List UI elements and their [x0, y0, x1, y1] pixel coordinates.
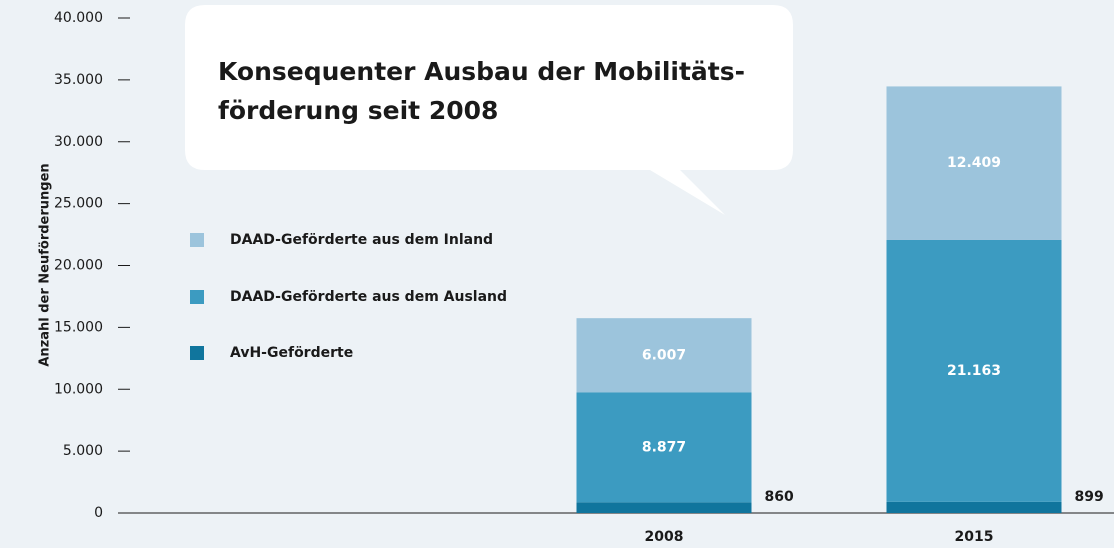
y-tick-label: 35.000 — [54, 72, 103, 88]
legend-label: DAAD-Geförderte aus dem Inland — [230, 232, 493, 248]
chart-title: Konsequenter Ausbau der Mobilitäts- — [218, 57, 745, 86]
legend-swatch — [190, 346, 204, 360]
y-tick-label: 10.000 — [54, 381, 103, 397]
y-axis-label: Anzahl der Neuförderungen — [38, 163, 53, 366]
legend-swatch — [190, 290, 204, 304]
y-tick-label: 0 — [94, 505, 103, 521]
legend-label: AvH-Geförderte — [230, 345, 353, 361]
bar-segment — [886, 86, 1062, 240]
data-label: 860 — [765, 489, 794, 505]
legend-label: DAAD-Geförderte aus dem Ausland — [230, 289, 507, 305]
bar-segment — [576, 318, 752, 393]
data-label: 6.007 — [642, 347, 686, 363]
x-tick-label: 2008 — [645, 529, 684, 545]
data-label: 21.163 — [947, 363, 1001, 379]
bar-segment — [576, 502, 752, 513]
y-tick-label: 40.000 — [54, 10, 103, 26]
data-label: 8.877 — [642, 439, 686, 455]
bar-segment — [576, 392, 752, 503]
y-tick-label: 25.000 — [54, 196, 103, 212]
speech-bubble — [185, 5, 793, 215]
y-tick-label: 20.000 — [54, 258, 103, 274]
x-tick-label: 2015 — [955, 529, 994, 545]
chart-title: förderung seit 2008 — [218, 96, 498, 125]
y-tick-label: 30.000 — [54, 134, 103, 150]
bar-segment — [886, 501, 1062, 513]
legend-swatch — [190, 233, 204, 247]
y-tick-label: 15.000 — [54, 319, 103, 335]
y-tick-label: 5.000 — [63, 443, 103, 459]
data-label: 12.409 — [947, 155, 1001, 171]
bar-segment — [886, 239, 1062, 502]
data-label: 899 — [1075, 489, 1104, 505]
